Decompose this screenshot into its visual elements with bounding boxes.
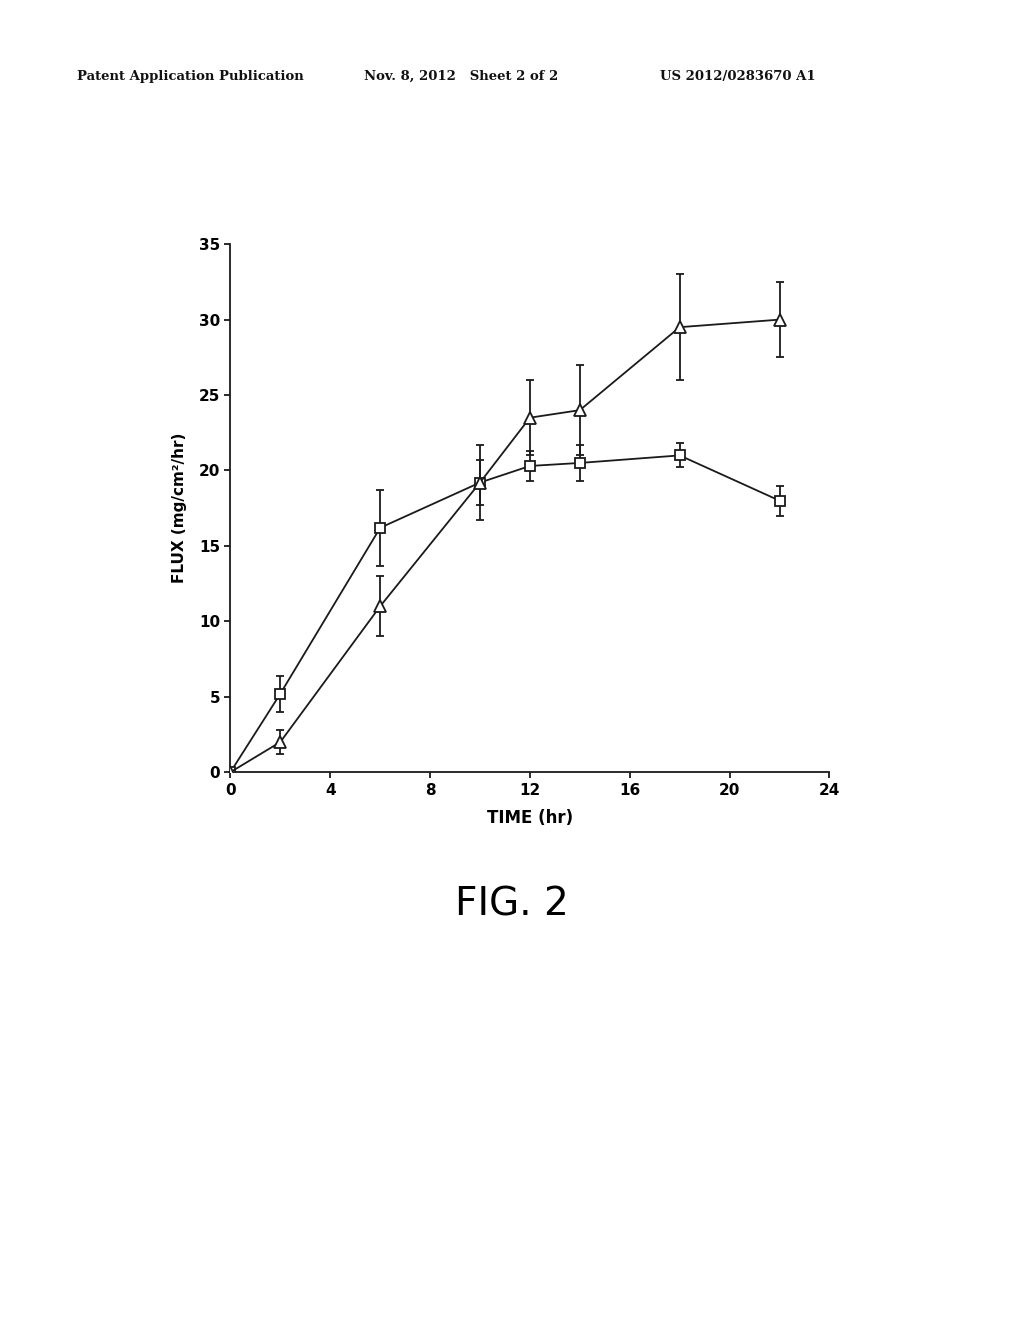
Text: Nov. 8, 2012   Sheet 2 of 2: Nov. 8, 2012 Sheet 2 of 2 (364, 70, 558, 83)
Text: US 2012/0283670 A1: US 2012/0283670 A1 (660, 70, 816, 83)
Text: Patent Application Publication: Patent Application Publication (77, 70, 303, 83)
X-axis label: TIME (hr): TIME (hr) (486, 809, 573, 826)
Text: FIG. 2: FIG. 2 (455, 886, 569, 923)
Y-axis label: FLUX (mg/cm²/hr): FLUX (mg/cm²/hr) (172, 433, 187, 583)
